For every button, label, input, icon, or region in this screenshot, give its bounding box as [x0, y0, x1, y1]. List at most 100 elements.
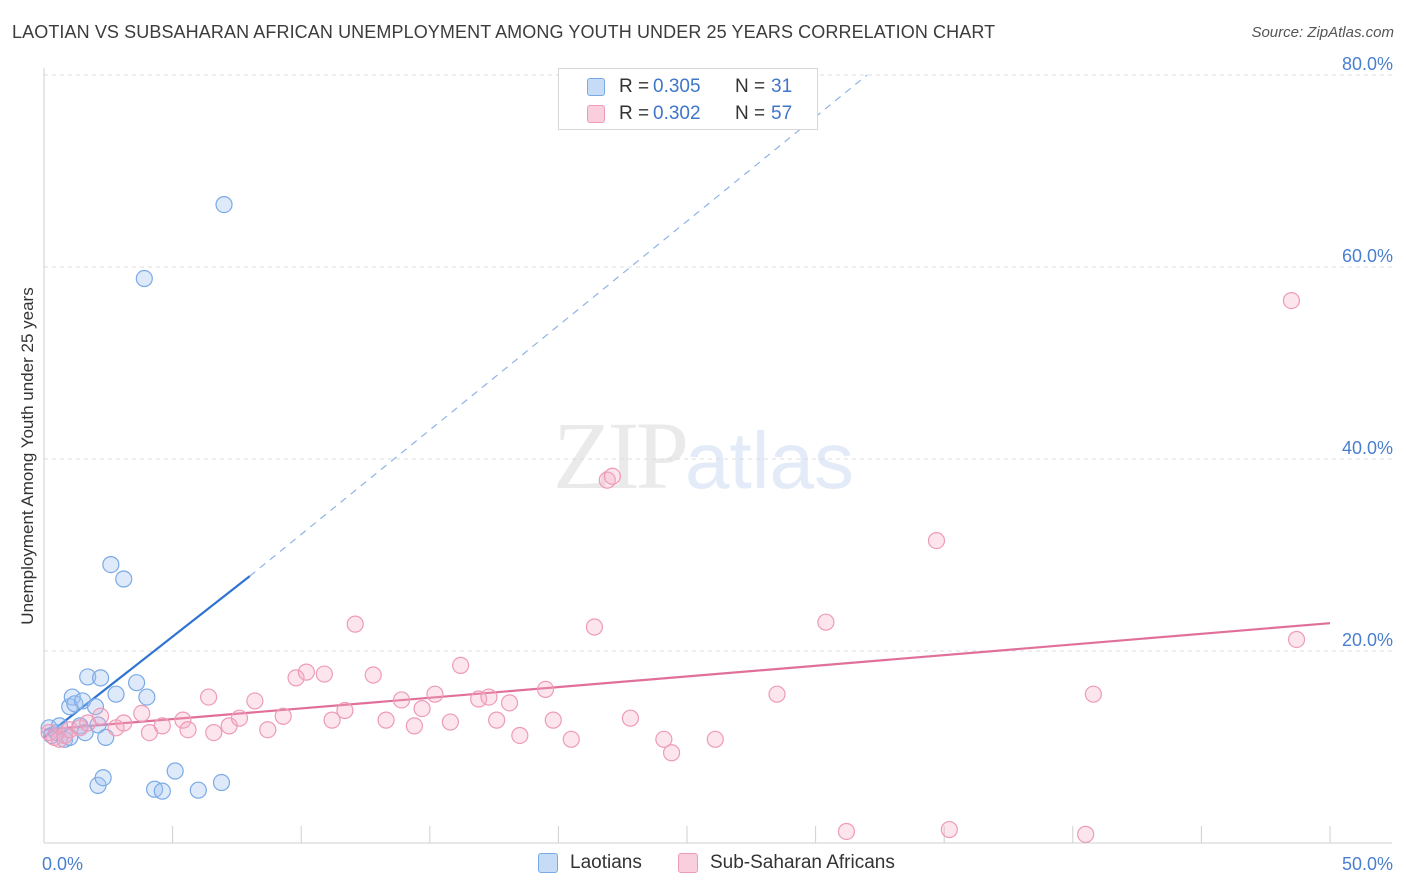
sub-saharan-point [1282, 292, 1301, 310]
sub-saharan-point [200, 688, 218, 706]
sub-saharan-point [1084, 685, 1102, 703]
sub-saharan-point [500, 694, 519, 712]
sub-saharan-point [230, 709, 249, 727]
sub-saharan-point [153, 717, 171, 735]
watermark-atlas: atlas [685, 416, 854, 505]
legend-n-value: 31 [771, 76, 793, 97]
sub-saharan-point [91, 707, 110, 725]
sub-saharan-point [621, 709, 640, 727]
laotians-trend-extension [249, 74, 868, 577]
laotians-point [189, 781, 207, 799]
x-tick-label: 0.0% [42, 854, 83, 874]
sub-saharan-point [1287, 630, 1306, 649]
watermark: ZIPatlas [553, 400, 854, 511]
sub-saharan-point [287, 669, 305, 687]
legend-n-value: 57 [771, 103, 793, 124]
sub-saharan-point [364, 666, 382, 684]
watermark-zip: ZIP [553, 402, 689, 509]
sub-saharan-point [426, 685, 444, 703]
laotians-point [91, 669, 110, 687]
sub-saharan-point [315, 665, 333, 683]
sub-saharan-point [768, 685, 786, 703]
sub-saharan-point [336, 701, 354, 720]
sub-saharan-point [441, 713, 459, 731]
sub-saharan-point [133, 704, 151, 723]
sub-saharan-trend-line [43, 622, 1331, 731]
sub-saharan-point [179, 721, 197, 739]
y-tick-label: 80.0% [1342, 54, 1393, 74]
laotians-point [79, 668, 97, 686]
sub-saharan-point [488, 711, 506, 729]
legend-swatch-blue [587, 78, 605, 96]
sub-saharan-point [61, 721, 79, 739]
legend-r-value: 0.302 [653, 103, 701, 124]
sub-saharan-point [655, 730, 673, 748]
chart-title: LAOTIAN VS SUBSAHARAN AFRICAN UNEMPLOYME… [12, 22, 996, 42]
legend-n-label: N = [735, 76, 766, 97]
sub-saharan-point [662, 744, 681, 762]
sub-saharan-point [274, 707, 292, 725]
sub-saharan-point [706, 730, 724, 748]
legend-swatch-pink [678, 853, 698, 873]
sub-saharan-point [174, 711, 192, 729]
axes [43, 68, 1392, 844]
legend-r-label: R = [619, 76, 650, 97]
laotians-point [94, 769, 112, 787]
sub-saharan-point [562, 730, 580, 748]
source-credit: Source: ZipAtlas.com [1251, 24, 1394, 41]
sub-saharan-point [413, 699, 431, 718]
sub-saharan-point [585, 618, 604, 636]
sub-saharan-point [205, 723, 223, 742]
laotians-point [115, 570, 133, 588]
sub-saharan-point [817, 613, 835, 631]
legend-swatch-blue [538, 853, 558, 873]
sub-saharan-point [940, 820, 958, 839]
laotians-point [107, 685, 125, 703]
laotians-point [138, 688, 156, 706]
sub-saharan-point [259, 721, 277, 739]
y-axis-label: Unemployment Among Youth under 25 years [18, 287, 37, 625]
laotians-point [215, 196, 233, 214]
sub-saharan-point [1077, 825, 1095, 843]
sub-saharan-point [470, 690, 488, 708]
legend-r-value: 0.305 [653, 76, 701, 97]
sub-saharan-point [246, 692, 264, 710]
correlation-legend: R = 0.305 N = 31 R = 0.302 N = 57 [558, 68, 818, 130]
sub-saharan-point [480, 688, 498, 706]
sub-saharan-point [603, 467, 622, 485]
sub-saharan-point [837, 822, 856, 841]
trend-lines [43, 74, 1331, 739]
legend-label-laotians: Laotians [570, 852, 642, 873]
laotians-point [135, 269, 153, 288]
sub-saharan-point [377, 711, 395, 729]
y-tick-label: 20.0% [1342, 630, 1393, 650]
sub-saharan-point [346, 615, 364, 633]
sub-saharan-point [544, 711, 562, 729]
legend-r-label: R = [619, 103, 650, 124]
sub-saharan-point [323, 711, 341, 729]
sub-saharan-point [115, 714, 133, 732]
laotians-point [86, 698, 105, 716]
laotians-point [127, 674, 146, 692]
legend-n-label: N = [735, 103, 766, 124]
laotians-point [102, 555, 120, 574]
sub-saharan-point [536, 680, 555, 699]
y-tick-label: 40.0% [1342, 438, 1393, 458]
legend-swatch-pink [587, 105, 605, 123]
sub-saharan-point [392, 691, 411, 709]
laotians-point [212, 773, 231, 792]
legend-label-sub-saharan-africans: Sub-Saharan Africans [710, 852, 895, 873]
sub-saharan-point [405, 717, 423, 735]
laotians-point [153, 782, 171, 800]
data-points [40, 196, 1306, 843]
sub-saharan-point [511, 726, 529, 745]
x-tick-label: 50.0% [1342, 854, 1393, 874]
laotians-point [63, 688, 81, 706]
sub-saharan-point [927, 531, 946, 550]
sub-saharan-point [297, 663, 315, 681]
tick-labels: 20.0% 40.0% 60.0% 80.0% 0.0% 50.0% [42, 54, 1393, 874]
laotians-point [166, 762, 184, 780]
y-tick-label: 60.0% [1342, 246, 1393, 266]
grid-lines [44, 74, 1392, 652]
